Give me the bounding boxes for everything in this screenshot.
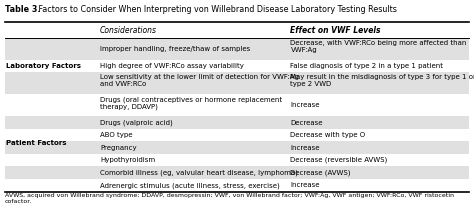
Bar: [5, 38, 469, 60]
Text: Patient Factors: Patient Factors: [6, 140, 67, 146]
Bar: [5, 72, 469, 94]
Text: Hypothyroidism: Hypothyroidism: [100, 157, 155, 163]
Text: ABO type: ABO type: [100, 132, 133, 138]
Text: Low sensitivity at the lower limit of detection for VWF:Ag
and VWF:RCo: Low sensitivity at the lower limit of de…: [100, 74, 299, 87]
Text: High degree of VWF:RCo assay variability: High degree of VWF:RCo assay variability: [100, 63, 244, 69]
Text: Effect on VWF Levels: Effect on VWF Levels: [291, 26, 381, 35]
Bar: [5, 60, 469, 72]
Text: Decrease with type O: Decrease with type O: [291, 132, 365, 138]
Bar: [5, 94, 469, 116]
Text: Increase: Increase: [291, 145, 320, 151]
Text: Decrease (AVWS): Decrease (AVWS): [291, 169, 351, 176]
Text: Improper handling, freeze/thaw of samples: Improper handling, freeze/thaw of sample…: [100, 46, 250, 52]
Text: Table 3.: Table 3.: [5, 5, 40, 14]
Text: Drugs (oral contraceptives or hormone replacement
therapy, DDAVP): Drugs (oral contraceptives or hormone re…: [100, 96, 282, 110]
Text: Decrease: Decrease: [291, 120, 323, 126]
Text: Pregnancy: Pregnancy: [100, 145, 137, 151]
Bar: [5, 22, 469, 38]
Bar: [5, 129, 469, 141]
Text: Drugs (valproic acid): Drugs (valproic acid): [100, 119, 173, 126]
Text: May result in the misdiagnosis of type 3 for type 1 or
type 2 VWD: May result in the misdiagnosis of type 3…: [291, 74, 474, 87]
Bar: [5, 116, 469, 129]
Bar: [5, 179, 469, 192]
Bar: [5, 166, 469, 179]
Bar: [5, 154, 469, 166]
Text: Decrease, with VWF:RCo being more affected than
VWF:Ag: Decrease, with VWF:RCo being more affect…: [291, 40, 467, 53]
Text: AVWS, acquired von Willebrand syndrome; DDAVP, desmopressin; VWF, von Willebrand: AVWS, acquired von Willebrand syndrome; …: [5, 193, 454, 204]
Text: Adrenergic stimulus (acute illness, stress, exercise): Adrenergic stimulus (acute illness, stre…: [100, 182, 280, 189]
Text: Increase: Increase: [291, 182, 320, 188]
Text: Increase: Increase: [291, 102, 320, 108]
Text: Comorbid illness (eg, valvular heart disease, lymphoma): Comorbid illness (eg, valvular heart dis…: [100, 169, 298, 176]
Text: Decrease (reversible AVWS): Decrease (reversible AVWS): [291, 157, 388, 163]
Bar: [5, 141, 469, 154]
Text: False diagnosis of type 2 in a type 1 patient: False diagnosis of type 2 in a type 1 pa…: [291, 63, 444, 69]
Text: Considerations: Considerations: [100, 26, 157, 35]
Text: Laboratory Factors: Laboratory Factors: [6, 63, 81, 69]
Text: Factors to Consider When Interpreting von Willebrand Disease Laboratory Testing : Factors to Consider When Interpreting vo…: [36, 5, 396, 14]
